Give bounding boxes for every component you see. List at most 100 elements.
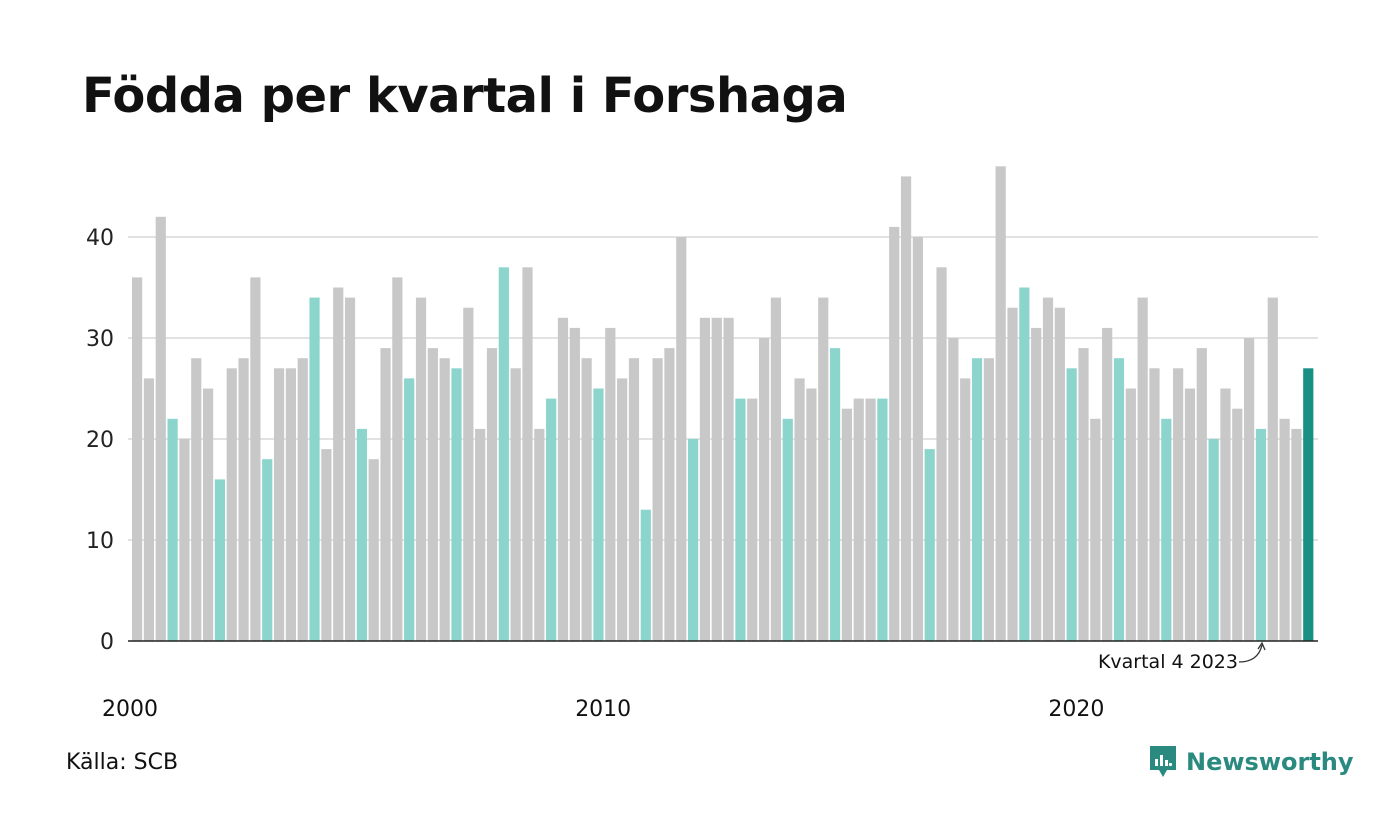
bar bbox=[498, 267, 509, 641]
bar bbox=[605, 327, 616, 641]
bar bbox=[1078, 348, 1089, 641]
bar bbox=[1267, 297, 1278, 641]
bar bbox=[1149, 368, 1160, 641]
bar bbox=[557, 317, 569, 641]
annotation-arrowhead bbox=[1257, 641, 1266, 651]
x-tick-label: 2000 bbox=[102, 697, 158, 722]
bar bbox=[1054, 307, 1065, 641]
x-tick-label: 2020 bbox=[1048, 697, 1104, 722]
bar bbox=[1137, 297, 1148, 641]
bar bbox=[628, 358, 640, 641]
bar bbox=[297, 358, 308, 641]
bar bbox=[569, 327, 580, 641]
bar bbox=[1208, 439, 1219, 641]
bar bbox=[191, 358, 202, 641]
bar bbox=[1031, 327, 1042, 641]
bar bbox=[1303, 368, 1314, 641]
bar bbox=[309, 297, 320, 641]
bar bbox=[723, 317, 734, 641]
bar bbox=[818, 297, 829, 641]
bar bbox=[1125, 388, 1136, 641]
bar bbox=[1232, 408, 1243, 641]
bar bbox=[770, 297, 782, 641]
bar bbox=[617, 378, 628, 641]
bar bbox=[486, 348, 498, 641]
bar bbox=[806, 388, 817, 641]
bar bbox=[900, 176, 912, 641]
bar bbox=[238, 358, 249, 641]
bar bbox=[1161, 418, 1172, 641]
bar bbox=[534, 428, 545, 641]
bar bbox=[155, 216, 166, 642]
bar bbox=[1042, 297, 1054, 641]
bar bbox=[865, 398, 876, 641]
bar bbox=[995, 166, 1006, 642]
bar bbox=[1291, 428, 1302, 641]
annotation-arrow bbox=[1238, 644, 1263, 663]
bar bbox=[735, 398, 746, 641]
y-tick-label: 10 bbox=[86, 529, 114, 554]
y-tick-label: 40 bbox=[86, 226, 114, 251]
bar bbox=[924, 449, 935, 641]
bar bbox=[510, 368, 521, 641]
y-tick-label: 20 bbox=[86, 428, 114, 453]
bar bbox=[853, 398, 864, 641]
bar bbox=[250, 277, 261, 641]
newsworthy-logo-icon bbox=[1150, 746, 1176, 777]
bar bbox=[1007, 307, 1018, 641]
bar bbox=[699, 317, 711, 641]
bar bbox=[546, 398, 557, 641]
annotation: Kvartal 4 2023 bbox=[1098, 641, 1266, 673]
brand-logo: Newsworthy bbox=[1148, 744, 1354, 780]
bar bbox=[415, 297, 427, 641]
bar bbox=[427, 348, 438, 641]
bar bbox=[1255, 428, 1267, 641]
bar bbox=[451, 368, 462, 641]
bar bbox=[936, 267, 947, 641]
bar bbox=[711, 317, 722, 641]
bar bbox=[593, 388, 604, 641]
bar bbox=[747, 398, 758, 641]
bar bbox=[581, 358, 592, 641]
bars bbox=[132, 166, 1314, 642]
x-tick-label: 2010 bbox=[575, 697, 631, 722]
bar bbox=[333, 287, 344, 641]
source-note: Källa: SCB bbox=[66, 750, 179, 775]
bar bbox=[640, 509, 651, 641]
bar bbox=[841, 408, 852, 641]
bar bbox=[652, 358, 663, 641]
bar bbox=[1066, 368, 1077, 641]
brand-name: Newsworthy bbox=[1186, 748, 1354, 776]
bar bbox=[676, 237, 687, 641]
bar bbox=[960, 378, 971, 641]
bar bbox=[143, 378, 155, 641]
bar bbox=[475, 428, 486, 641]
bar bbox=[285, 368, 296, 641]
bar bbox=[889, 226, 900, 641]
bar-chart: 0 10 20 30 40 2000 2010 2020 Kvartal 4 2023 bbox=[86, 166, 1318, 722]
bar bbox=[1090, 418, 1101, 641]
bar bbox=[1113, 358, 1125, 641]
annotation-label: Kvartal 4 2023 bbox=[1098, 651, 1238, 673]
bar bbox=[758, 338, 770, 641]
bar bbox=[1173, 368, 1184, 641]
bar bbox=[794, 378, 805, 641]
bar bbox=[1102, 327, 1113, 641]
bar bbox=[392, 277, 403, 641]
bar bbox=[983, 358, 994, 641]
bar bbox=[1279, 418, 1290, 641]
bar bbox=[344, 297, 356, 641]
bar bbox=[439, 358, 450, 641]
bar bbox=[688, 439, 699, 641]
bar bbox=[132, 277, 143, 641]
bar bbox=[404, 378, 415, 641]
y-tick-label: 0 bbox=[100, 630, 114, 655]
bar bbox=[948, 338, 959, 641]
bar bbox=[380, 348, 391, 641]
bar bbox=[522, 267, 533, 641]
chart-title: Födda per kvartal i Forshaga bbox=[82, 68, 848, 124]
bar bbox=[463, 307, 474, 641]
bar bbox=[202, 388, 214, 641]
bar bbox=[664, 348, 675, 641]
y-axis-ticks: 0 10 20 30 40 bbox=[86, 226, 114, 655]
